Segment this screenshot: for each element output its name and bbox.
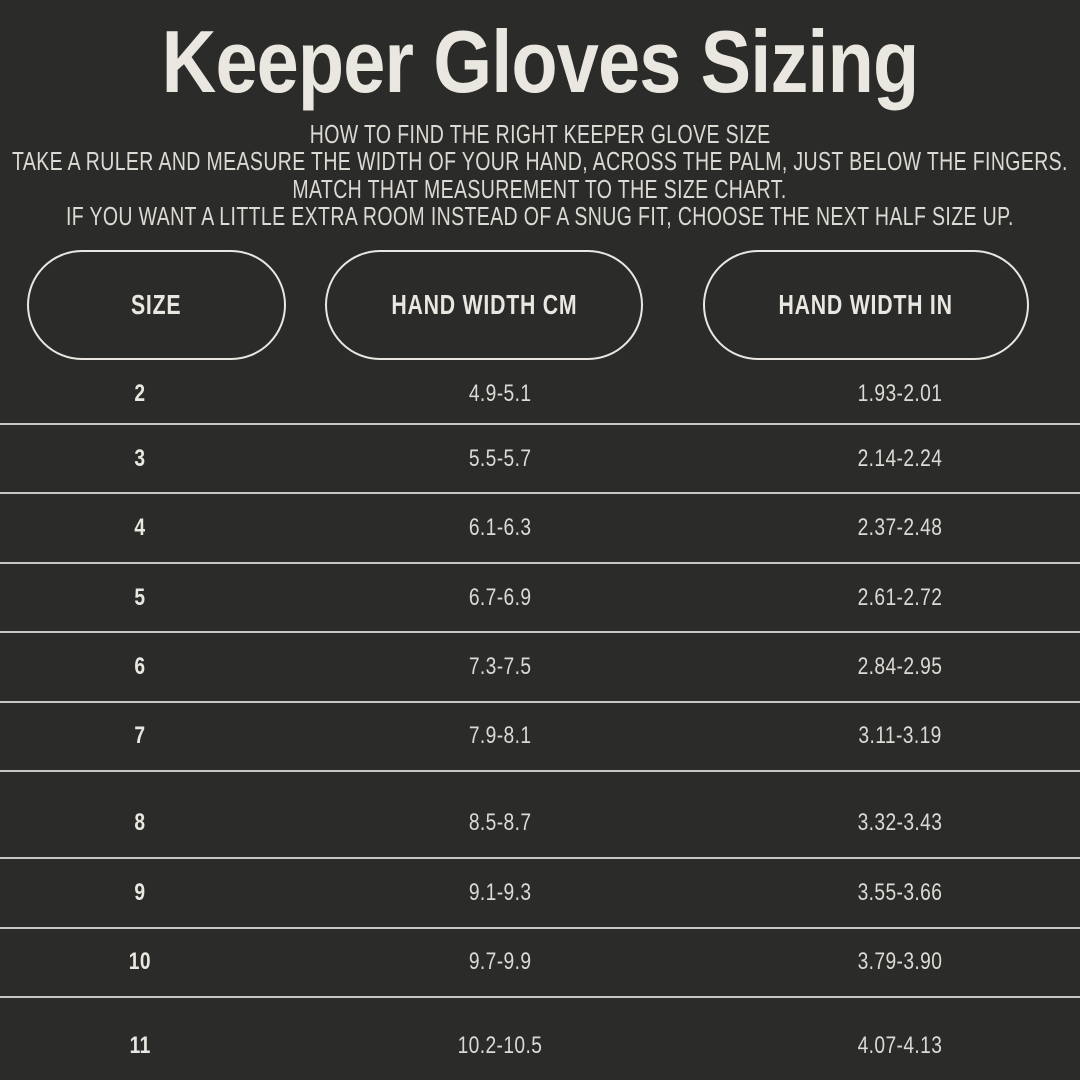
table-cell-hand-width-cm: 4.9-5.1 [280,360,720,423]
table-row: 4 6.1-6.3 2.37-2.48 [0,492,1080,561]
column-header-size-label: SIZE [131,289,182,320]
size-value: 8 [134,808,146,836]
in-value: 2.37-2.48 [857,514,943,542]
table-cell-hand-width-cm: 7.9-8.1 [280,703,720,770]
in-value: 3.79-3.90 [857,948,943,976]
in-value: 1.93-2.01 [857,379,943,407]
size-table: 2 4.9-5.1 1.93-2.01 3 5.5-5.7 2.14-2.24 … [0,360,1080,1080]
in-value: 3.55-3.66 [857,878,943,906]
cm-value: 7.3-7.5 [468,653,532,681]
table-cell-size: 7 [0,703,280,770]
table-cell-hand-width-in: 3.11-3.19 [720,703,1080,770]
cm-value: 9.7-9.9 [468,948,532,976]
table-row: 9 9.1-9.3 3.55-3.66 [0,857,1080,926]
table-cell-hand-width-in: 2.14-2.24 [720,425,1080,492]
table-cell-hand-width-cm: 6.1-6.3 [280,494,720,561]
intro-text: HOW TO FIND THE RIGHT KEEPER GLOVE SIZE … [0,118,1080,232]
size-value: 11 [129,1031,151,1059]
table-cell-hand-width-in: 3.55-3.66 [720,859,1080,926]
size-value: 7 [134,722,146,750]
table-cell-hand-width-cm: 5.5-5.7 [280,425,720,492]
size-value: 10 [128,948,152,976]
column-header-hand-width-cm: HAND WIDTH CM [325,250,643,360]
table-cell-hand-width-in: 3.32-3.43 [720,772,1080,857]
table-row: 7 7.9-8.1 3.11-3.19 [0,700,1080,770]
cm-value: 6.1-6.3 [468,514,532,542]
table-cell-size: 8 [0,772,280,857]
column-header-hand-width-cm-label: HAND WIDTH CM [390,289,578,320]
cm-value: 5.5-5.7 [468,444,532,472]
cm-value: 6.7-6.9 [468,583,532,611]
intro-line-2: TAKE A RULER AND MEASURE THE WIDTH OF YO… [12,146,1068,177]
table-cell-hand-width-cm: 7.3-7.5 [280,633,720,700]
table-row: 5 6.7-6.9 2.61-2.72 [0,561,1080,631]
table-row: 2 4.9-5.1 1.93-2.01 [0,360,1080,423]
table-cell-size: 9 [0,859,280,926]
intro-line-1: HOW TO FIND THE RIGHT KEEPER GLOVE SIZE [309,118,771,149]
table-row: 6 7.3-7.5 2.84-2.95 [0,631,1080,700]
size-value: 2 [134,379,146,407]
size-value: 6 [134,653,146,681]
page-title: Keeper Gloves Sizing [161,12,920,111]
in-value: 2.61-2.72 [857,583,943,611]
size-value: 5 [134,583,146,611]
table-row: 3 5.5-5.7 2.14-2.24 [0,422,1080,492]
table-cell-hand-width-in: 4.07-4.13 [720,998,1080,1080]
table-cell-size: 4 [0,494,280,561]
in-value: 2.14-2.24 [857,444,943,472]
table-cell-hand-width-in: 1.93-2.01 [720,360,1080,423]
cm-value: 9.1-9.3 [468,878,532,906]
column-header-hand-width-in: HAND WIDTH IN [703,250,1029,360]
intro-line-3: MATCH THAT MEASUREMENT TO THE SIZE CHART… [292,173,788,204]
table-cell-size: 3 [0,425,280,492]
intro-line-4: IF YOU WANT A LITTLE EXTRA ROOM INSTEAD … [66,201,1014,232]
in-value: 4.07-4.13 [857,1031,943,1059]
size-value: 9 [134,878,146,906]
table-cell-hand-width-cm: 10.2-10.5 [280,998,720,1080]
table-row: 8 8.5-8.7 3.32-3.43 [0,770,1080,857]
table-cell-hand-width-in: 3.79-3.90 [720,929,1080,996]
table-cell-size: 2 [0,360,280,423]
in-value: 3.32-3.43 [857,808,943,836]
size-value: 4 [134,514,146,542]
table-cell-hand-width-cm: 9.1-9.3 [280,859,720,926]
in-value: 2.84-2.95 [857,653,943,681]
table-cell-hand-width-cm: 6.7-6.9 [280,564,720,631]
table-cell-hand-width-cm: 9.7-9.9 [280,929,720,996]
cm-value: 4.9-5.1 [468,379,532,407]
table-cell-hand-width-in: 2.61-2.72 [720,564,1080,631]
table-row: 11 10.2-10.5 4.07-4.13 [0,996,1080,1080]
column-header-hand-width-in-label: HAND WIDTH IN [778,289,954,320]
in-value: 3.11-3.19 [858,722,942,750]
size-value: 3 [134,444,146,472]
table-cell-hand-width-in: 2.37-2.48 [720,494,1080,561]
table-cell-size: 5 [0,564,280,631]
table-cell-hand-width-cm: 8.5-8.7 [280,772,720,857]
table-cell-hand-width-in: 2.84-2.95 [720,633,1080,700]
table-cell-size: 10 [0,929,280,996]
table-cell-size: 6 [0,633,280,700]
table-cell-size: 11 [0,998,280,1080]
column-header-size: SIZE [27,250,286,360]
table-row: 10 9.7-9.9 3.79-3.90 [0,926,1080,996]
cm-value: 7.9-8.1 [468,722,532,750]
cm-value: 10.2-10.5 [457,1031,543,1059]
cm-value: 8.5-8.7 [468,808,532,836]
